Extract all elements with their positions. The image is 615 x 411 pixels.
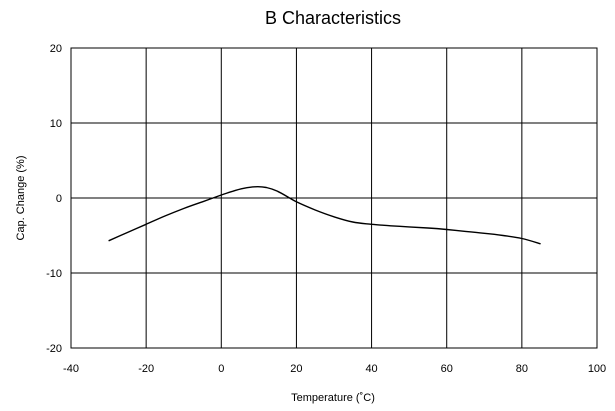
y-tick-label: 0 (56, 193, 62, 205)
x-tick-label: 0 (218, 363, 224, 375)
series-line (108, 186, 541, 245)
y-tick-label: 20 (50, 43, 62, 55)
x-tick-label: 80 (516, 363, 528, 375)
y-axis-label: Cap. Change (%) (15, 156, 27, 241)
y-tick-label: -10 (46, 268, 62, 280)
x-axis-label: Temperature (˚C) (291, 392, 375, 404)
y-tick-label: 10 (50, 118, 62, 130)
x-tick-label: 100 (588, 363, 606, 375)
x-tick-label: -40 (63, 363, 79, 375)
x-tick-label: 60 (441, 363, 453, 375)
y-tick-label: -20 (46, 343, 62, 355)
y-axis-ticks: -20 -10 0 10 20 (46, 43, 62, 355)
x-axis-ticks: -40 -20 0 20 40 60 80 100 (63, 363, 606, 375)
x-tick-label: -20 (138, 363, 154, 375)
x-tick-label: 20 (290, 363, 302, 375)
chart-title: B Characteristics (265, 8, 401, 28)
x-tick-label: 40 (365, 363, 377, 375)
grid (71, 48, 597, 348)
plot-area-frame (70, 47, 598, 349)
series-group (108, 186, 541, 245)
